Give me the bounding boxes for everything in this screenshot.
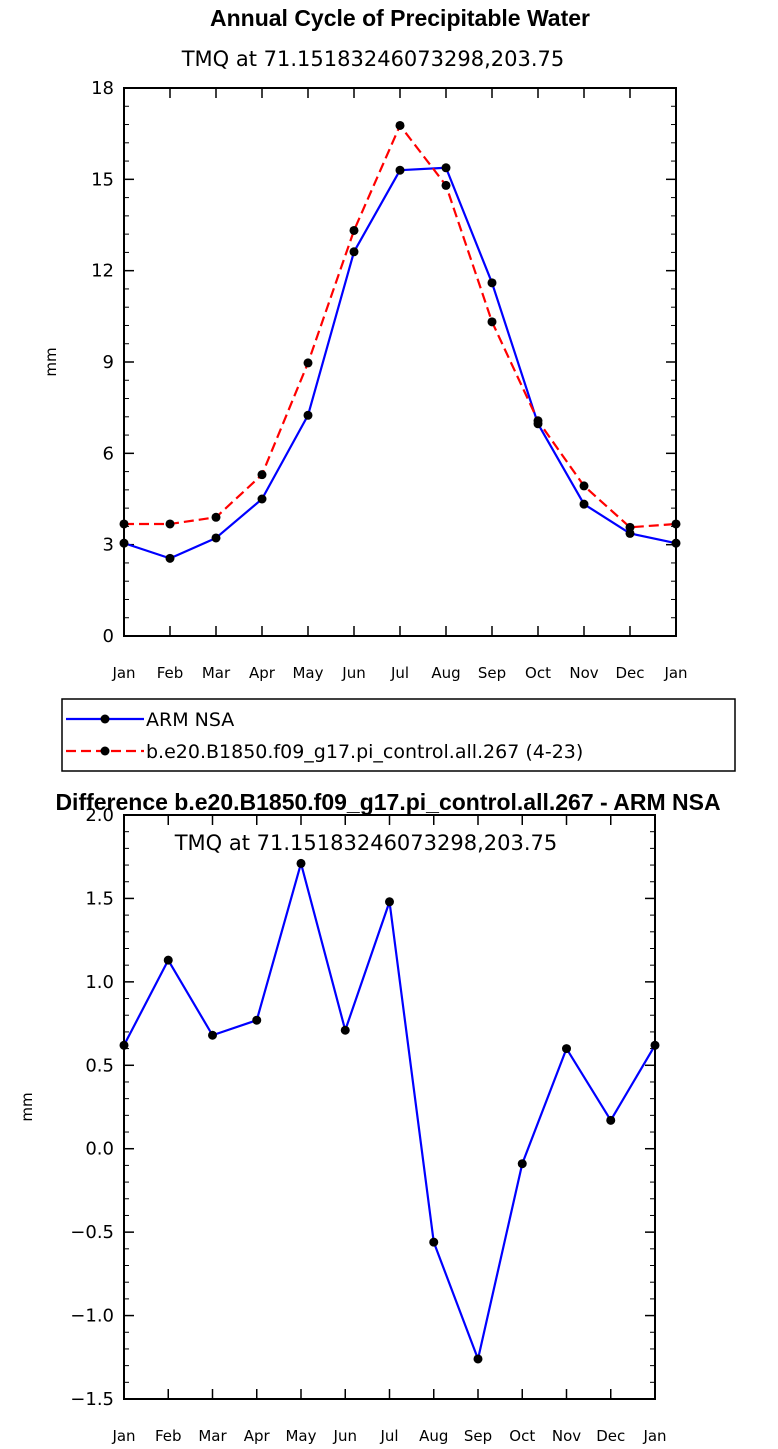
y-tick-label: 0.5 <box>85 1055 114 1076</box>
y-tick-label: −1.5 <box>70 1389 114 1410</box>
x-tick-label: Aug <box>431 664 460 682</box>
x-tick-label: Oct <box>509 1427 535 1445</box>
x-tick-label: Jul <box>390 664 409 682</box>
data-point <box>395 120 405 130</box>
legend-label-2: b.e20.B1850.f09_g17.pi_control.all.267 (… <box>146 741 583 763</box>
x-tick-label: Aug <box>419 1427 448 1445</box>
chart-2: Difference b.e20.B1850.f09_g17.pi_contro… <box>18 789 721 1445</box>
plot-frame <box>123 814 656 1400</box>
chart-subtitle: TMQ at 71.15183246073298,203.75 <box>174 831 558 855</box>
y-tick-label: 15 <box>91 169 114 190</box>
y-tick-label: 6 <box>103 443 114 464</box>
data-point <box>211 512 221 522</box>
y-tick-label: 2.0 <box>85 805 114 826</box>
legend-marker <box>100 746 110 756</box>
data-point <box>473 1354 483 1364</box>
data-point <box>487 317 497 327</box>
data-point <box>579 499 589 509</box>
data-point <box>579 481 589 491</box>
data-point <box>487 278 497 288</box>
x-tick-label: Jul <box>379 1427 398 1445</box>
data-point <box>252 1015 262 1025</box>
legend-label-1: ARM NSA <box>146 709 234 731</box>
data-point <box>296 858 306 868</box>
data-point <box>395 165 405 175</box>
x-tick-label: Nov <box>569 664 598 682</box>
data-point <box>303 358 313 368</box>
y-tick-label: 0.0 <box>85 1139 114 1160</box>
y-tick-label: 12 <box>91 261 114 282</box>
x-tick-label: Nov <box>552 1427 581 1445</box>
x-tick-label: Jan <box>111 1427 135 1445</box>
x-tick-label: Jan <box>663 664 687 682</box>
y-tick-label: 3 <box>103 535 114 556</box>
y-tick-label: −0.5 <box>70 1222 114 1243</box>
x-tick-label: Feb <box>155 1427 182 1445</box>
data-point <box>429 1237 439 1247</box>
x-tick-label: May <box>285 1427 316 1445</box>
plot-frame <box>123 87 677 637</box>
data-point <box>303 410 313 420</box>
data-point <box>625 522 635 532</box>
data-point <box>562 1044 571 1054</box>
y-tick-label: 1.5 <box>85 888 114 909</box>
series-line-1 <box>123 862 656 1361</box>
data-point <box>165 519 175 529</box>
data-point <box>441 180 451 190</box>
y-axis-label: mm <box>18 1092 36 1121</box>
chart-title: Difference b.e20.B1850.f09_g17.pi_contro… <box>55 789 720 815</box>
x-tick-label: Sep <box>478 664 506 682</box>
data-point <box>340 1025 350 1035</box>
series-line-1 <box>123 166 677 560</box>
x-tick-label: Jan <box>111 664 135 682</box>
data-point <box>441 163 451 173</box>
y-tick-label: −1.0 <box>70 1306 114 1327</box>
y-tick-label: 9 <box>103 352 114 373</box>
x-tick-label: Jun <box>341 664 365 682</box>
legend: ARM NSA b.e20.B1850.f09_g17.pi_control.al… <box>61 698 736 772</box>
x-tick-label: May <box>292 664 323 682</box>
y-tick-label: 1.0 <box>85 972 114 993</box>
data-point <box>165 553 175 563</box>
data-point <box>163 955 173 965</box>
data-point <box>208 1030 217 1040</box>
legend-marker <box>100 714 110 724</box>
chart-subtitle: TMQ at 71.15183246073298,203.75 <box>181 47 565 71</box>
x-tick-label: Jan <box>642 1427 666 1445</box>
x-tick-label: Mar <box>198 1427 227 1445</box>
x-tick-label: Dec <box>596 1427 625 1445</box>
chart-1: Annual Cycle of Precipitable Water TMQ at… <box>42 5 736 772</box>
data-point <box>211 533 221 543</box>
chart-title: Annual Cycle of Precipitable Water <box>210 5 590 31</box>
x-tick-label: Apr <box>244 1427 271 1445</box>
x-tick-label: Dec <box>615 664 644 682</box>
y-tick-label: 0 <box>103 626 114 647</box>
data-point <box>349 225 359 235</box>
x-tick-label: Mar <box>202 664 231 682</box>
x-tick-label: Feb <box>157 664 184 682</box>
x-tick-label: Oct <box>525 664 551 682</box>
x-tick-label: Jun <box>333 1427 357 1445</box>
y-tick-label: 18 <box>91 78 114 99</box>
data-point <box>385 897 394 907</box>
x-tick-label: Apr <box>249 664 276 682</box>
data-point <box>517 1159 527 1169</box>
data-point <box>349 247 359 257</box>
data-point <box>533 416 543 426</box>
series-line-2 <box>124 124 677 529</box>
data-point <box>257 494 267 504</box>
x-tick-label: Sep <box>464 1427 492 1445</box>
data-point <box>257 470 267 480</box>
data-point <box>606 1115 616 1125</box>
y-axis-label: mm <box>42 347 60 376</box>
legend-box <box>61 698 736 772</box>
